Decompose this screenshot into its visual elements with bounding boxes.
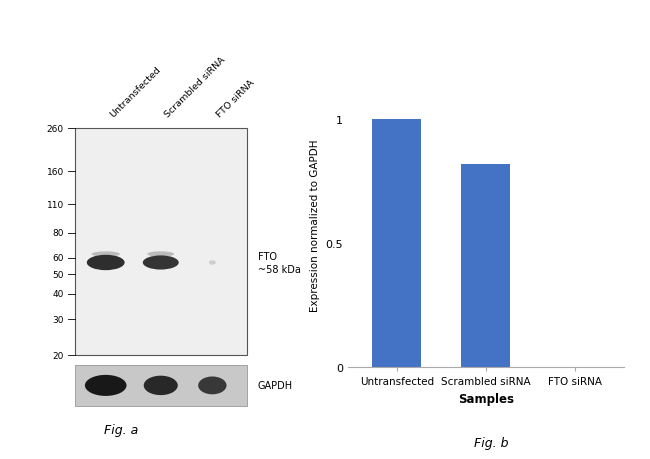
Ellipse shape (209, 261, 216, 265)
Text: Fig. b: Fig. b (473, 437, 508, 449)
Ellipse shape (148, 252, 174, 257)
Text: 60: 60 (53, 254, 64, 263)
Ellipse shape (198, 377, 227, 394)
Text: 50: 50 (53, 270, 64, 279)
Text: 40: 40 (53, 290, 64, 299)
Text: 80: 80 (53, 229, 64, 237)
Ellipse shape (85, 375, 127, 396)
X-axis label: Samples: Samples (458, 392, 514, 405)
Ellipse shape (92, 252, 120, 257)
Text: GAPDH: GAPDH (257, 381, 292, 391)
Text: 110: 110 (47, 201, 64, 209)
Text: Fig. a: Fig. a (104, 423, 138, 436)
Ellipse shape (144, 376, 177, 395)
Text: 160: 160 (47, 168, 64, 176)
Text: 30: 30 (53, 315, 64, 324)
Text: 260: 260 (47, 124, 64, 134)
Bar (75, 129, 247, 355)
Y-axis label: Expression normalized to GAPDH: Expression normalized to GAPDH (309, 139, 320, 311)
Text: 20: 20 (53, 351, 64, 360)
Text: FTO siRNA: FTO siRNA (215, 78, 256, 119)
Ellipse shape (87, 255, 125, 271)
Text: Untransfected: Untransfected (109, 65, 162, 119)
Bar (462, 164, 510, 367)
Ellipse shape (143, 256, 179, 270)
Bar (75, 365, 247, 406)
Text: Scrambled siRNA: Scrambled siRNA (164, 55, 228, 119)
Text: FTO
~58 kDa: FTO ~58 kDa (257, 252, 300, 274)
Bar (372, 120, 421, 367)
